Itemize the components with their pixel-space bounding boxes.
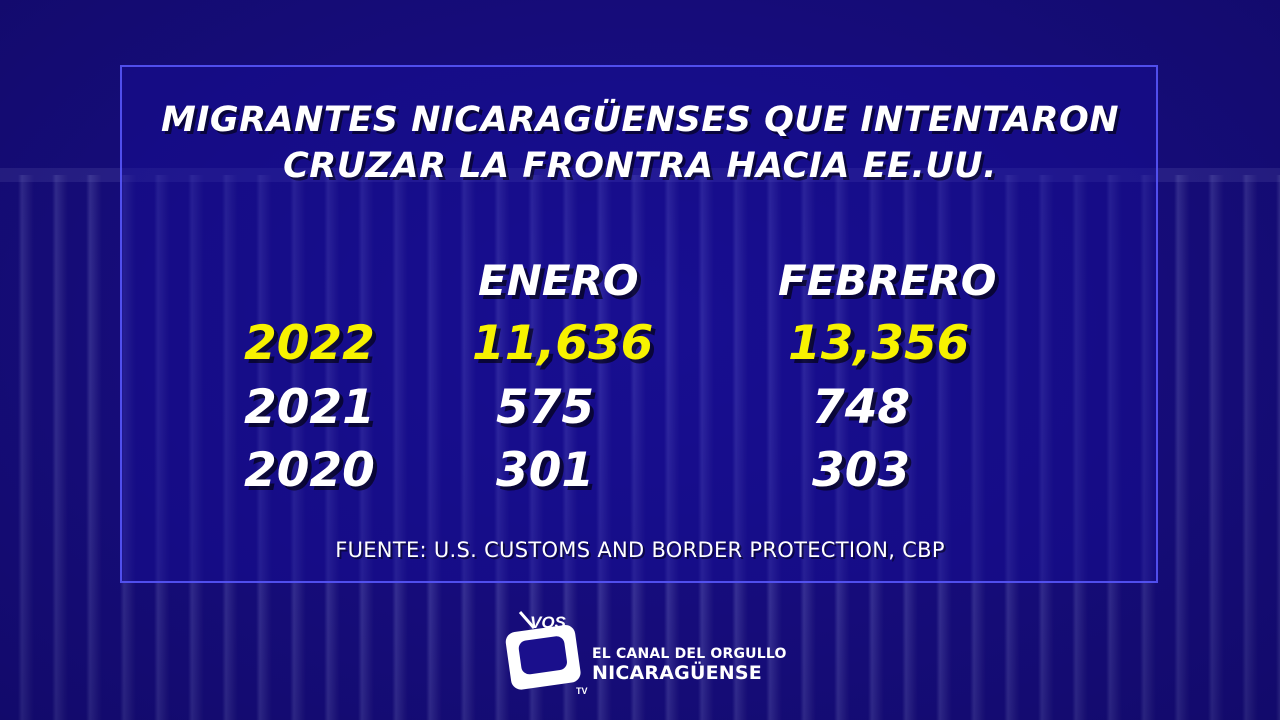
value-2021-febrero: 748 <box>812 380 911 435</box>
logo-tv-text: TV <box>576 686 588 696</box>
title-line-1: MIGRANTES NICARAGÜENSES QUE INTENTARON <box>161 100 1119 140</box>
logo-vos-text: VOS <box>530 613 567 632</box>
column-header-febrero: FEBRERO <box>778 256 997 305</box>
value-2022-febrero: 13,356 <box>788 316 970 371</box>
row-label-2021: 2021 <box>244 380 375 435</box>
value-2022-enero: 11,636 <box>472 316 654 371</box>
source-caption: FUENTE: U.S. CUSTOMS AND BORDER PROTECTI… <box>335 538 945 562</box>
column-header-enero: ENERO <box>478 256 639 305</box>
brand-name: NICARAGÜENSE <box>592 662 762 684</box>
row-label-2020: 2020 <box>244 443 375 498</box>
brand-tagline: EL CANAL DEL ORGULLO <box>592 646 787 662</box>
value-2020-febrero: 303 <box>812 443 911 498</box>
value-2020-enero: 301 <box>496 443 595 498</box>
row-label-2022: 2022 <box>244 316 375 371</box>
title-line-2: CRUZAR LA FRONTRA HACIA EE.UU. <box>283 146 997 186</box>
vos-tv-logo: VOS TV <box>505 611 588 696</box>
content-panel <box>120 65 1158 583</box>
value-2021-enero: 575 <box>496 380 595 435</box>
